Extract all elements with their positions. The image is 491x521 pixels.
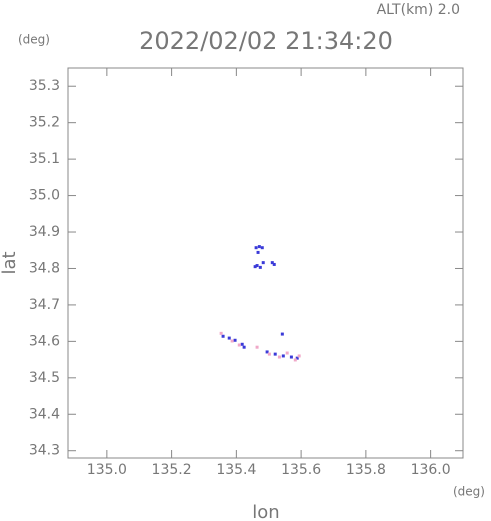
y-unit: (deg) (18, 33, 50, 47)
echo-point (295, 356, 299, 360)
x-tick-label: 135.8 (346, 462, 386, 478)
x-tick-label: 136.0 (411, 462, 451, 478)
echo-point (256, 250, 260, 254)
echo-point (254, 246, 258, 250)
y-tick-label: 35.3 (29, 78, 60, 94)
plot-frame (67, 67, 464, 459)
y-tick-label: 34.6 (29, 333, 60, 349)
y-tick-label: 34.4 (29, 406, 60, 422)
echo-point (265, 350, 269, 354)
echo-point (267, 352, 271, 356)
echo-point (289, 355, 293, 359)
echo-point (280, 332, 284, 336)
echo-point (281, 354, 285, 358)
x-tick-label: 135.4 (216, 462, 256, 478)
x-tick-label: 135.2 (152, 462, 192, 478)
x-tick-label: 135.0 (87, 462, 127, 478)
echo-point (227, 336, 231, 340)
y-tick-label: 34.7 (29, 297, 60, 313)
echo-point (221, 334, 225, 338)
y-tick-label: 34.5 (29, 370, 60, 386)
echo-point (258, 265, 262, 269)
y-tick-label: 34.9 (29, 224, 60, 240)
y-tick-label: 34.8 (29, 260, 60, 276)
echo-point (272, 262, 276, 266)
altitude: ALT(km) 2.0 (377, 2, 460, 18)
echo-point (255, 345, 259, 349)
echo-point (230, 339, 234, 343)
echo-point (219, 331, 223, 335)
x-axis-label: lon (252, 502, 279, 521)
y-axis-label: lat (0, 251, 20, 274)
y-tick-label: 35.0 (29, 188, 60, 204)
echo-point (233, 338, 237, 342)
echo-point (277, 355, 281, 359)
y-tick-label: 34.3 (29, 443, 60, 459)
echo-point (285, 351, 289, 355)
echo-point (257, 245, 261, 249)
echo-point (255, 264, 259, 268)
echo-point (261, 261, 265, 265)
echo-point (273, 352, 277, 356)
y-tick-label: 35.1 (29, 151, 60, 167)
echo-point (297, 354, 301, 358)
x-unit: (deg) (453, 485, 485, 499)
chart-title: 2022/02/02 21:34:20 (139, 27, 393, 55)
echo-point (260, 246, 264, 250)
y-tick-label: 35.2 (29, 115, 60, 131)
echo-point (270, 261, 274, 265)
echo-point (293, 358, 297, 362)
x-tick-label: 135.6 (281, 462, 321, 478)
echo-point (253, 265, 257, 269)
echo-point (242, 345, 246, 349)
echo-point (240, 342, 244, 346)
echo-point (237, 343, 241, 347)
